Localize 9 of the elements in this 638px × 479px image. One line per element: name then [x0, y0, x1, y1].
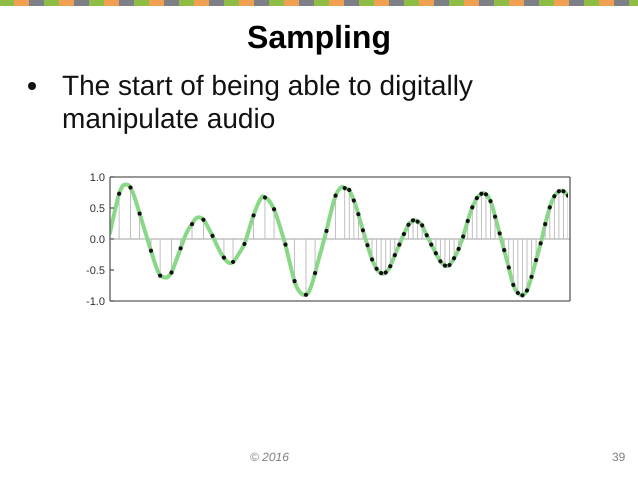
- y-tick-label: -0.5: [86, 264, 105, 277]
- y-tick-label: 0.5: [90, 202, 105, 215]
- y-tick-label: -1.0: [86, 296, 105, 308]
- y-tick-label: 1.0: [90, 172, 105, 184]
- chart-title: Sampling: [246, 19, 392, 55]
- y-tick-label: 0.0: [90, 234, 105, 246]
- text: © 2016: [250, 450, 289, 464]
- text: 39: [612, 450, 626, 464]
- chart-subtitle: The start of being able to digitally manipulate audio: [62, 69, 474, 135]
